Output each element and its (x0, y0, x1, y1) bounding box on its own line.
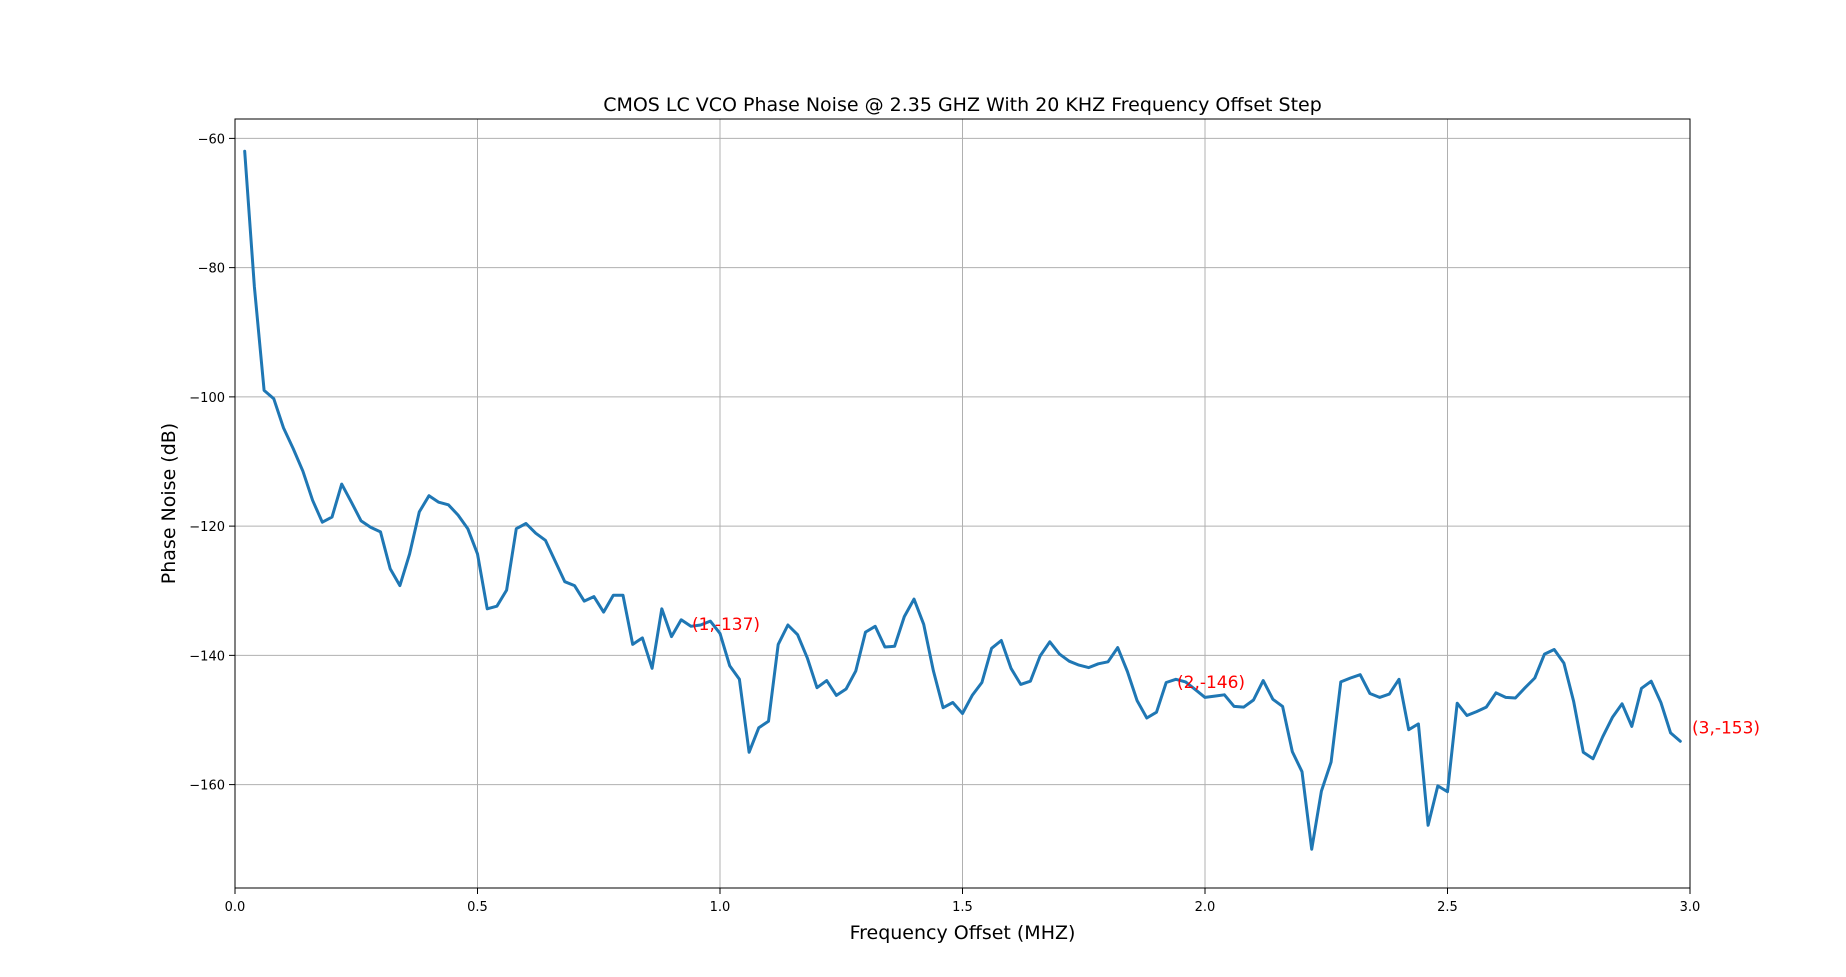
y-tick-label: −160 (189, 779, 225, 794)
y-tick-label: −80 (198, 262, 225, 277)
annotations: (1,-137) (2,-146) (3,-153) (692, 615, 1760, 738)
phase-noise-line (243, 149, 1682, 851)
y-tick-label: −100 (189, 391, 225, 406)
x-tick-label: 1.0 (710, 900, 731, 915)
x-axis-ticks: 0.0 0.5 1.0 1.5 2.0 2.5 3.0 (225, 888, 1701, 915)
x-tick-label: 1.5 (952, 900, 973, 915)
y-axis-ticks: −60 −80 −100 −120 −140 −160 (189, 132, 235, 794)
chart-title: CMOS LC VCO Phase Noise @ 2.35 GHZ With … (603, 94, 1322, 116)
y-tick-label: −140 (189, 649, 225, 664)
x-axis-label: Frequency Offset (MHZ) (850, 922, 1076, 944)
point-annotation: (3,-153) (1692, 718, 1760, 738)
point-annotation: (2,-146) (1177, 673, 1245, 693)
x-tick-label: 0.5 (467, 900, 488, 915)
y-axis-label: Phase Noise (dB) (158, 423, 180, 584)
y-tick-label: −60 (198, 132, 225, 147)
x-tick-label: 3.0 (1680, 900, 1701, 915)
x-tick-label: 0.0 (225, 900, 246, 915)
x-tick-label: 2.5 (1437, 900, 1458, 915)
x-tick-label: 2.0 (1195, 900, 1216, 915)
y-tick-label: −120 (189, 520, 225, 535)
series-group (243, 149, 1682, 851)
point-annotation: (1,-137) (692, 615, 760, 635)
